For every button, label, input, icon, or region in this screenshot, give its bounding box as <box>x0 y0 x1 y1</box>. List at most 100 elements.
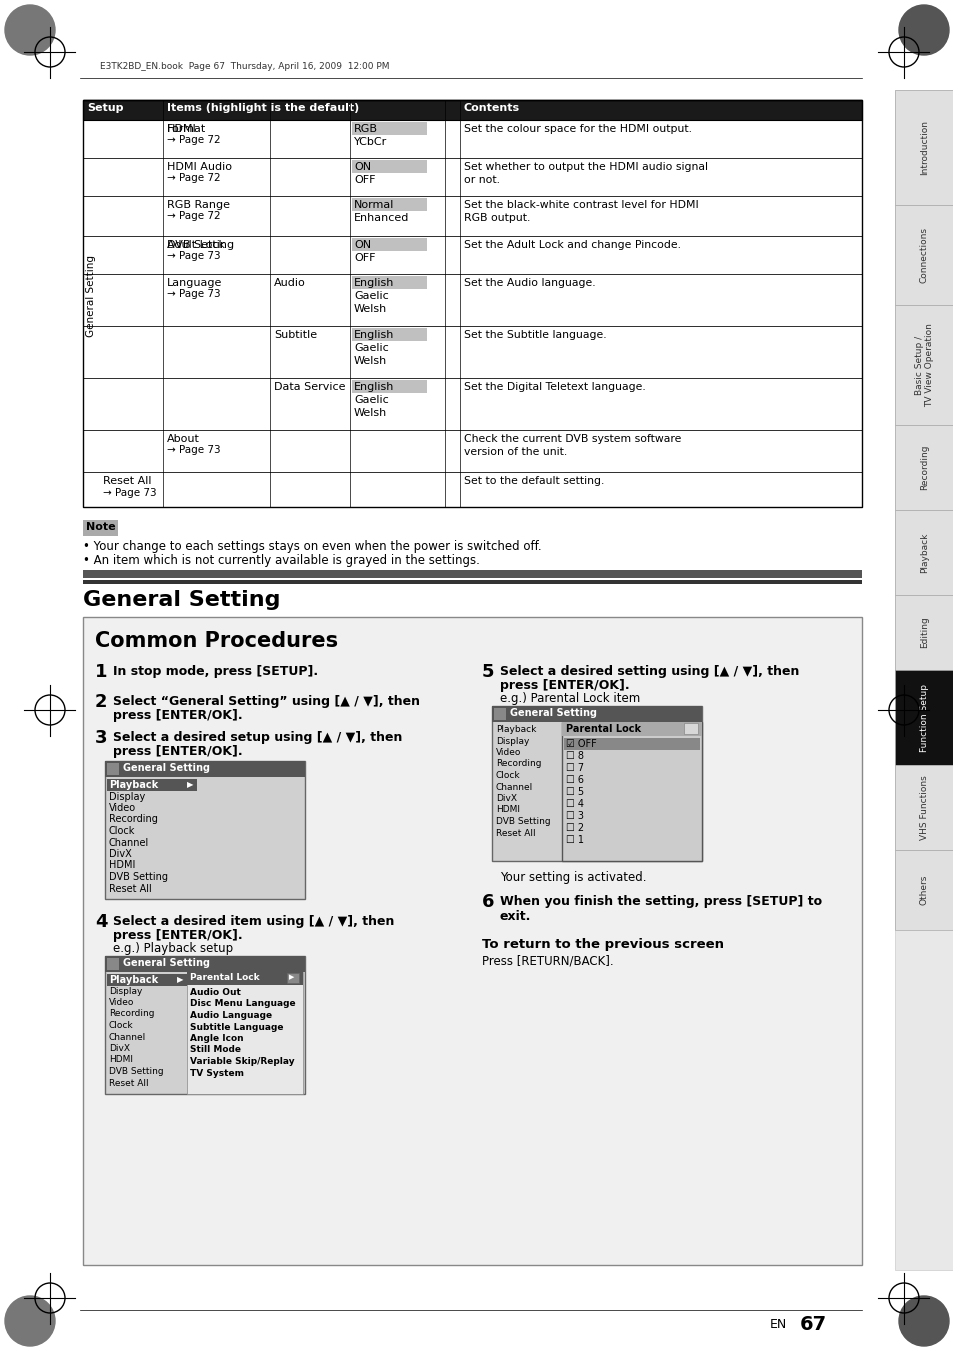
Text: → Page 72: → Page 72 <box>167 135 220 145</box>
Text: Function Setup: Function Setup <box>919 684 928 751</box>
Bar <box>83 158 862 196</box>
Text: Gaelic: Gaelic <box>354 343 388 353</box>
Text: HDMI: HDMI <box>167 124 196 134</box>
Text: Angle Icon: Angle Icon <box>190 1034 243 1043</box>
Text: 67: 67 <box>800 1315 826 1333</box>
Text: Reset All: Reset All <box>103 476 152 486</box>
Text: General Setting: General Setting <box>86 255 96 336</box>
Bar <box>83 196 862 236</box>
Text: e.g.) Parental Lock item: e.g.) Parental Lock item <box>499 692 639 705</box>
Text: ☑ OFF: ☑ OFF <box>565 739 597 748</box>
Bar <box>83 520 118 536</box>
Bar <box>352 276 427 289</box>
Circle shape <box>898 1296 948 1346</box>
Text: TV System: TV System <box>190 1069 244 1078</box>
Text: Normal: Normal <box>354 200 394 209</box>
Bar <box>561 721 701 736</box>
Bar <box>894 509 953 594</box>
Text: version of the unit.: version of the unit. <box>463 447 567 457</box>
Text: Subtitle Language: Subtitle Language <box>190 1023 283 1032</box>
Text: ☐ 1: ☐ 1 <box>565 835 583 844</box>
Text: Playback: Playback <box>496 725 536 734</box>
Text: Recording: Recording <box>109 1009 154 1019</box>
Text: English: English <box>354 330 394 340</box>
Text: Display: Display <box>109 986 142 996</box>
Text: → Page 73: → Page 73 <box>167 251 220 261</box>
Text: General Setting: General Setting <box>83 590 280 611</box>
Bar <box>105 761 305 898</box>
Text: Select a desired setting using [▲ / ▼], then: Select a desired setting using [▲ / ▼], … <box>499 665 799 678</box>
Text: ON: ON <box>354 162 371 172</box>
Text: Format: Format <box>167 124 206 134</box>
Bar <box>105 957 305 971</box>
Text: Setup: Setup <box>87 103 123 113</box>
Text: DVB Setting: DVB Setting <box>167 240 233 250</box>
Text: RGB Range: RGB Range <box>167 200 230 209</box>
Text: • An item which is not currently available is grayed in the settings.: • An item which is not currently availab… <box>83 554 479 567</box>
Text: Adult Lock: Adult Lock <box>167 240 225 250</box>
Text: Select “General Setting” using [▲ / ▼], then: Select “General Setting” using [▲ / ▼], … <box>112 694 419 708</box>
Text: General Setting: General Setting <box>123 958 210 969</box>
Text: General Setting: General Setting <box>510 708 597 717</box>
Text: → Page 72: → Page 72 <box>167 211 220 222</box>
Text: Recording: Recording <box>919 444 928 490</box>
Bar <box>107 958 119 970</box>
Text: ☐ 2: ☐ 2 <box>565 823 583 834</box>
Bar <box>683 723 698 734</box>
Bar <box>83 430 862 471</box>
Bar <box>287 973 298 984</box>
Text: 1: 1 <box>95 663 108 681</box>
Text: Display: Display <box>496 736 529 746</box>
Text: ☐ 3: ☐ 3 <box>565 811 583 821</box>
Text: Introduction: Introduction <box>919 120 928 176</box>
Text: Basic Setup /
TV View Operation: Basic Setup / TV View Operation <box>914 323 933 407</box>
Bar <box>352 122 427 135</box>
Text: exit.: exit. <box>499 911 531 923</box>
Bar <box>187 971 303 1094</box>
Text: Playback: Playback <box>109 780 158 790</box>
Bar <box>352 199 427 211</box>
Bar <box>83 120 862 158</box>
Text: RGB: RGB <box>354 124 377 134</box>
Text: Recording: Recording <box>109 815 157 824</box>
Text: 2: 2 <box>95 693 108 711</box>
Text: Data Service: Data Service <box>274 382 345 392</box>
Text: Gaelic: Gaelic <box>354 394 388 405</box>
Text: Audio: Audio <box>274 278 305 288</box>
Text: Channel: Channel <box>109 1032 146 1042</box>
Text: Set to the default setting.: Set to the default setting. <box>463 476 604 486</box>
Bar <box>894 850 953 929</box>
Text: HDMI: HDMI <box>109 1055 132 1065</box>
Text: Still Mode: Still Mode <box>190 1046 241 1055</box>
Text: Welsh: Welsh <box>354 304 387 313</box>
Bar <box>105 761 305 777</box>
Text: ☐ 7: ☐ 7 <box>565 763 583 773</box>
Text: Clock: Clock <box>109 825 135 836</box>
Bar <box>894 91 953 1270</box>
Text: Clock: Clock <box>496 771 520 780</box>
Text: VHS Functions: VHS Functions <box>919 775 928 840</box>
Text: Recording: Recording <box>496 759 541 769</box>
Bar <box>352 238 427 251</box>
Bar <box>83 378 862 430</box>
Bar <box>894 205 953 305</box>
Text: ▶: ▶ <box>289 974 294 979</box>
Text: Video: Video <box>109 802 136 813</box>
Bar <box>894 305 953 426</box>
Text: DivX: DivX <box>109 848 132 859</box>
Text: Channel: Channel <box>109 838 149 847</box>
Text: Audio Out: Audio Out <box>190 988 240 997</box>
Bar <box>894 91 953 205</box>
Text: Playback: Playback <box>109 975 158 985</box>
Text: Subtitle: Subtitle <box>274 330 316 340</box>
Text: Welsh: Welsh <box>354 408 387 417</box>
Bar <box>352 159 427 173</box>
Text: Editing: Editing <box>919 616 928 648</box>
Text: Set the black-white contrast level for HDMI: Set the black-white contrast level for H… <box>463 200 698 209</box>
Text: → Page 72: → Page 72 <box>167 173 220 182</box>
Bar <box>105 957 305 1094</box>
Text: ☐ 8: ☐ 8 <box>565 751 583 761</box>
Text: DivX: DivX <box>496 794 517 802</box>
Text: press [ENTER/OK].: press [ENTER/OK]. <box>112 929 242 942</box>
Text: Set the Digital Teletext language.: Set the Digital Teletext language. <box>463 382 645 392</box>
